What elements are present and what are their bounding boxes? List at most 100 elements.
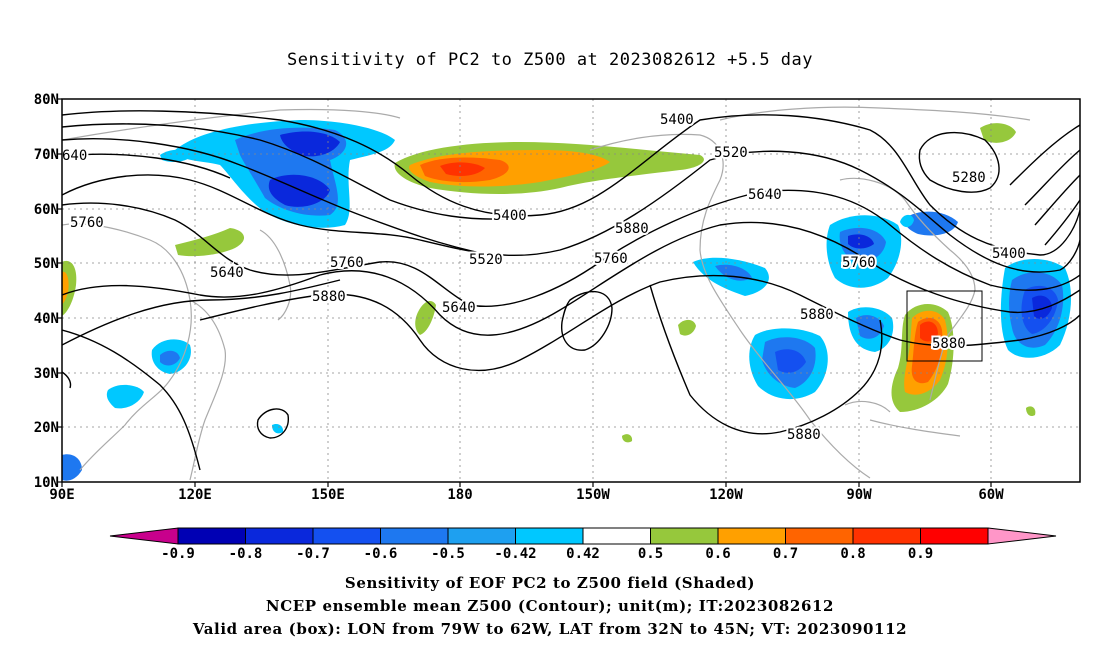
colorbar-swatch (582, 527, 651, 545)
lat-label: 30N (34, 366, 59, 382)
shade-red-east (920, 321, 938, 342)
shade-sky-small (160, 149, 192, 163)
contour-label: 5760 (594, 251, 628, 267)
contour-label: 5760 (70, 215, 104, 231)
lat-label: 60N (34, 202, 59, 218)
colorbar-left-arrow (109, 527, 179, 545)
contour-labels: 5400 5520 5640 5760 5880 5280 5400 5520 … (60, 110, 1028, 445)
contour-label: 5280 (952, 170, 986, 186)
lat-label: 10N (34, 475, 59, 491)
lat-label: 40N (34, 311, 59, 327)
colorbar-swatch (785, 527, 854, 545)
contour-5520-c (1024, 149, 1080, 206)
lat-label: 70N (34, 147, 59, 163)
lon-label: 180 (447, 487, 472, 503)
contour-label: 5400 (992, 246, 1026, 262)
contour-label: 5760 (842, 255, 876, 271)
contour-5520-b (62, 138, 491, 256)
contour-5400-a (62, 110, 1080, 256)
colorbar-label: 0.42 (566, 546, 600, 562)
contour-label: 5520 (469, 252, 503, 268)
shade-sky-hudson (900, 214, 914, 228)
contour-5880-f (62, 371, 72, 389)
colorbar-swatch (717, 527, 786, 545)
colorbar-label: -0.8 (229, 546, 263, 562)
contour-5640-b (62, 153, 231, 179)
contour-5880-a (199, 274, 1080, 372)
shade-navy-atl (1032, 295, 1052, 319)
contour-label: 640 (62, 148, 87, 164)
colorbar-swatch (447, 527, 516, 545)
colorbar-label: 0.9 (908, 546, 933, 562)
shade-orange-india (62, 271, 69, 304)
colorbar-swatch (515, 527, 584, 545)
page-title: Sensitivity of PC2 to Z500 at 2023082612… (286, 50, 813, 70)
colorbar-label: -0.7 (296, 546, 330, 562)
lon-label: 150E (311, 487, 345, 503)
colorbar-swatch (177, 527, 246, 545)
contour-label: 5640 (748, 187, 782, 203)
lon-label: 90E (49, 487, 74, 503)
contour-label: 5880 (932, 336, 966, 352)
contour-label: 5400 (493, 208, 527, 224)
shade-blue-sea (106, 384, 144, 409)
shade-deep-texas (775, 349, 806, 373)
colorbar-swatch (920, 527, 989, 545)
contour-label: 5880 (787, 427, 821, 443)
colorbar-swatch (380, 527, 449, 545)
coastlines (62, 106, 1031, 481)
lon-label: 90W (846, 487, 872, 503)
lon-label: 120W (709, 487, 743, 503)
colorbar-swatch (245, 527, 314, 545)
shade-mid-epac (715, 264, 752, 281)
colorbar-label: -0.6 (364, 546, 398, 562)
colorbar-label: -0.42 (494, 546, 536, 562)
colorbar-swatch (852, 527, 921, 545)
lat-axis: 80N 70N 60N 50N 40N 30N 20N 10N (34, 92, 59, 491)
colorbar-swatch (312, 527, 381, 545)
shade-green-pac (415, 300, 436, 335)
contour-5280 (918, 131, 1000, 193)
contour-label: 5760 (330, 255, 364, 271)
contour-5760-b (62, 279, 341, 346)
shade-deep-canada (848, 234, 874, 249)
colorbar-label: -0.5 (431, 546, 465, 562)
gridlines (62, 99, 1080, 482)
shade-green-asia (175, 228, 245, 257)
colorbar-label: 0.8 (840, 546, 865, 562)
lon-label: 60W (978, 487, 1004, 503)
shade-blue-tiny (272, 423, 284, 434)
lat-label: 80N (34, 92, 59, 108)
contour-5400-c (1009, 124, 1080, 186)
shade-green-small (1026, 406, 1036, 417)
colorbar-label: -0.9 (161, 546, 195, 562)
contour-label: 5400 (660, 112, 694, 128)
shade-deep-bering (280, 131, 340, 157)
lon-axis: 90E 120E 150E 180 150W 120W 90W 60W (49, 487, 1004, 503)
colorbar-label: 0.6 (705, 546, 730, 562)
colorbar-labels: -0.9 -0.8 -0.7 -0.6 -0.5 -0.42 0.42 0.5 0.6 0.7 0.… (161, 546, 933, 562)
contour-5400-b (62, 123, 521, 220)
shaded-field (62, 120, 1072, 481)
axis-ticks (57, 98, 992, 487)
contour-label: 5640 (442, 300, 476, 316)
contour-label: 5640 (210, 265, 244, 281)
shade-green-tiny (622, 434, 633, 443)
contour-5880-e (256, 408, 289, 439)
lat-label: 20N (34, 420, 59, 436)
contour-5520-a (62, 150, 1080, 273)
caption-line-1: Sensitivity of EOF PC2 to Z500 field (Sh… (344, 574, 756, 592)
lon-label: 150W (576, 487, 610, 503)
colorbar-swatch (650, 527, 719, 545)
contour-5640-a (62, 189, 1080, 307)
contour-5880-d (649, 284, 883, 435)
shade-green-epac (678, 319, 696, 336)
colorbar (109, 527, 1057, 545)
shade-blue-india-s (62, 454, 82, 481)
contour-label: 5880 (615, 221, 649, 237)
map-frame (61, 98, 1081, 483)
z500-contours (62, 110, 1080, 471)
contour-label: 5520 (714, 145, 748, 161)
